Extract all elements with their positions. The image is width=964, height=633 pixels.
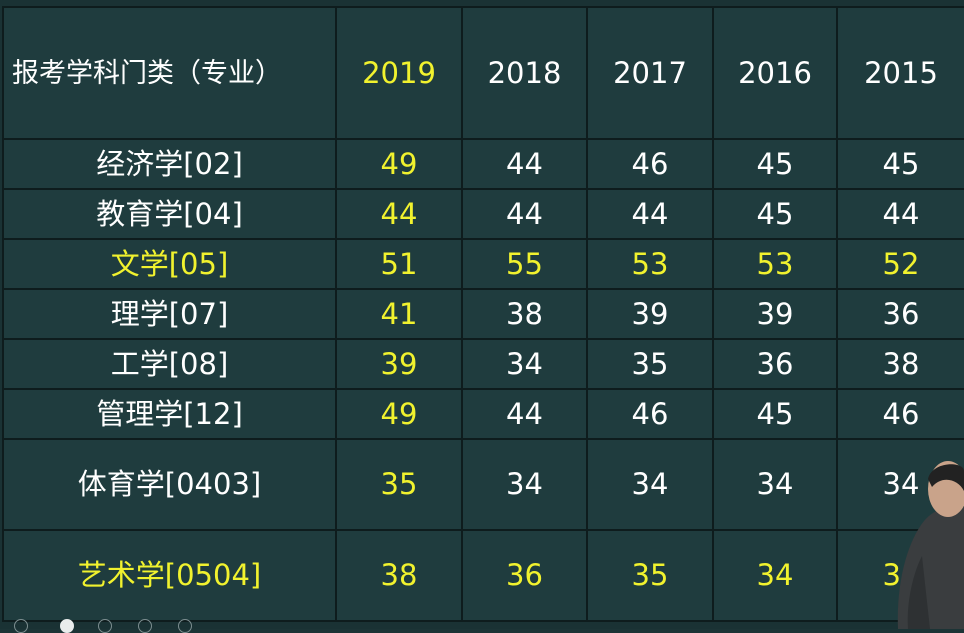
row-subject-label: 文学[05]: [2, 238, 337, 290]
row-subject-label: 工学[08]: [2, 338, 337, 390]
score-cell: 45: [836, 138, 964, 190]
score-cell: 35: [586, 338, 714, 390]
table-row: 工学[08] 39 34 35 36 38: [2, 338, 964, 390]
pager-dot[interactable]: [138, 619, 152, 633]
score-cell: 39: [712, 288, 838, 340]
score-cell: 44: [461, 188, 588, 240]
score-cell: 46: [836, 388, 964, 440]
score-cell: 34: [712, 438, 838, 531]
score-cell: 41: [335, 288, 463, 340]
score-cell: 44: [461, 138, 588, 190]
score-cell: 53: [712, 238, 838, 290]
table-row: 经济学[02] 49 44 46 45 45: [2, 138, 964, 190]
header-year-2019: 2019: [335, 6, 463, 140]
header-year-2015: 2015: [836, 6, 964, 140]
score-cell: 49: [335, 388, 463, 440]
pager-dot[interactable]: [178, 619, 192, 633]
row-subject-label: 经济学[02]: [2, 138, 337, 190]
score-cell: 45: [712, 188, 838, 240]
score-cell: 34: [461, 338, 588, 390]
table-row: 管理学[12] 49 44 46 45 46: [2, 388, 964, 440]
table-header-row: 报考学科门类（专业） 2019 2018 2017 2016 2015: [2, 6, 964, 140]
score-cell: 45: [712, 138, 838, 190]
table-row: 教育学[04] 44 44 44 45 44: [2, 188, 964, 240]
score-cell: 46: [586, 138, 714, 190]
score-cell: 51: [335, 238, 463, 290]
table-row: 艺术学[0504] 38 36 35 34 34: [2, 529, 964, 622]
score-cell: 36: [461, 529, 588, 622]
header-year-2018: 2018: [461, 6, 588, 140]
row-subject-label: 教育学[04]: [2, 188, 337, 240]
score-cell: 38: [836, 338, 964, 390]
score-cell: 46: [586, 388, 714, 440]
row-subject-label: 体育学[0403]: [2, 438, 337, 531]
row-subject-label: 管理学[12]: [2, 388, 337, 440]
presenter-image: [897, 461, 964, 629]
header-subject: 报考学科门类（专业）: [2, 6, 337, 140]
header-year-2016: 2016: [712, 6, 838, 140]
pager-dot-active[interactable]: [60, 619, 74, 633]
score-cell: 39: [586, 288, 714, 340]
table-row: 体育学[0403] 35 34 34 34 34: [2, 438, 964, 531]
score-cell: 44: [836, 188, 964, 240]
score-cell: 36: [712, 338, 838, 390]
score-cell: 35: [586, 529, 714, 622]
table-row: 文学[05] 51 55 53 53 52: [2, 238, 964, 290]
score-cell: 45: [712, 388, 838, 440]
pager-dot[interactable]: [98, 619, 112, 633]
score-cell: 53: [586, 238, 714, 290]
score-cell: 38: [335, 529, 463, 622]
score-cell: 55: [461, 238, 588, 290]
score-cell: 36: [836, 288, 964, 340]
score-cell: 38: [461, 288, 588, 340]
score-cell: 49: [335, 138, 463, 190]
score-table: 报考学科门类（专业） 2019 2018 2017 2016 2015 经济学[…: [2, 6, 964, 622]
score-cell: 39: [335, 338, 463, 390]
score-cell: 34: [461, 438, 588, 531]
score-cell: 34: [712, 529, 838, 622]
score-cell: 44: [335, 188, 463, 240]
pager-dot[interactable]: [14, 619, 28, 633]
score-cell: 44: [461, 388, 588, 440]
row-subject-label: 理学[07]: [2, 288, 337, 340]
row-subject-label: 艺术学[0504]: [2, 529, 337, 622]
table-row: 理学[07] 41 38 39 39 36: [2, 288, 964, 340]
header-year-2017: 2017: [586, 6, 714, 140]
score-cell: 44: [586, 188, 714, 240]
score-cell: 34: [586, 438, 714, 531]
score-cell: 35: [335, 438, 463, 531]
score-cell: 52: [836, 238, 964, 290]
